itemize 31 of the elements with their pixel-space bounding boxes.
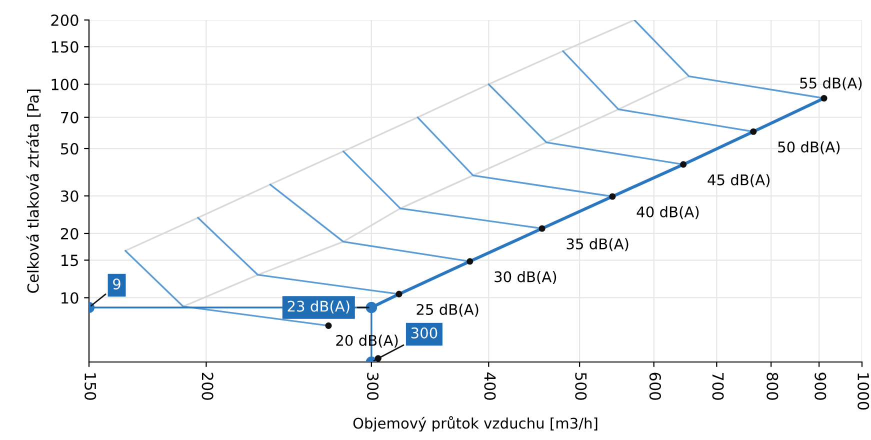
- x-tick-label: 1000: [858, 373, 870, 410]
- x-tick-label: 700: [712, 372, 724, 400]
- y-tick-label: 200: [51, 14, 78, 26]
- annotation: 55 dB(A): [800, 77, 862, 90]
- x-tick-label: 500: [575, 372, 587, 400]
- y-tick-label: 15: [62, 254, 78, 266]
- annotation: 300: [411, 327, 438, 338]
- y-tick-label: 30: [61, 190, 78, 202]
- annotation: 45 dB(A): [708, 174, 770, 188]
- annotation: 50 dB(A): [778, 141, 840, 154]
- x-tick-label: 300: [366, 372, 379, 400]
- y-axis-title: Celková tlaková ztráta [Pa]: [26, 90, 41, 293]
- x-tick-label: 200: [202, 372, 214, 400]
- x-axis-title: Objemový průtok vzduchu [m3/h]: [353, 416, 598, 432]
- annotation: 35 dB(A): [566, 238, 628, 252]
- x-tick-label: 400: [484, 372, 496, 400]
- y-tick-label: 70: [61, 112, 78, 124]
- annotation: 30 dB(A): [494, 271, 556, 284]
- x-tick-label: 150: [84, 373, 96, 400]
- x-tick-label: 600: [649, 372, 661, 400]
- y-tick-label: 10: [62, 292, 78, 304]
- y-tick-label: 150: [52, 41, 78, 53]
- y-tick-label: 50: [61, 142, 78, 155]
- y-tick-label: 100: [52, 78, 78, 90]
- y-tick-label: 20: [60, 228, 78, 240]
- annotation: 25 dB(A): [416, 304, 478, 317]
- x-tick-label: 900: [814, 372, 826, 400]
- annotation: 9: [113, 278, 120, 290]
- x-tick-label: 800: [766, 372, 778, 400]
- annotation: 23 dB(A): [288, 300, 350, 314]
- annotation: 40 dB(A): [636, 206, 699, 220]
